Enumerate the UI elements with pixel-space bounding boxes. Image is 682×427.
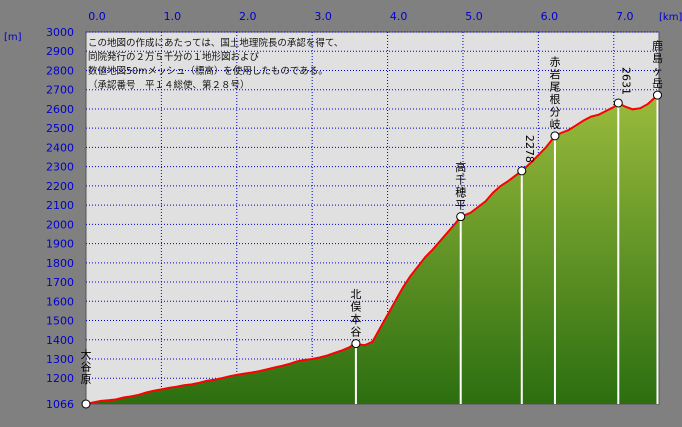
place-label: 鹿島ヶ岳: [652, 39, 663, 90]
y-tick-label: 2800: [46, 64, 74, 77]
y-tick-label: 2700: [46, 84, 74, 97]
y-tick-label: 1500: [46, 315, 74, 328]
place-label: 高千穂平: [455, 160, 466, 212]
y-tick-label: 1700: [46, 276, 74, 289]
elevation-area: [86, 95, 658, 404]
x-axis-tick-labels: 0.0 1.0 2.0 3.0 4.0 5.0 6.0 7.0: [88, 10, 633, 23]
y-tick-label: 1066: [46, 398, 74, 411]
x-tick-label: 2.0: [239, 10, 257, 23]
marker-dot: [550, 131, 560, 141]
place-label: 北俣本谷: [350, 288, 361, 339]
y-tick-label: 1300: [46, 353, 74, 366]
x-tick-label: 4.0: [390, 10, 408, 23]
y-tick-label: 1800: [46, 257, 74, 270]
y-tick-label: 2100: [46, 199, 74, 212]
place-label: 赤岩尾根分岐: [549, 55, 560, 131]
place-label: 2631: [619, 67, 632, 95]
note-line: この地図の作成にあたっては、国土地理院長の承認を得て、: [88, 37, 343, 49]
y-axis-tick-labels: 1066 1200 1300 1400 1500 1600 1700 1800 1900 2000…: [46, 26, 74, 411]
x-tick-label: 3.0: [314, 10, 332, 23]
place-label: 大谷原: [81, 347, 92, 386]
y-tick-label: 2400: [46, 141, 74, 154]
copyright-note: この地図の作成にあたっては、国土地理院長の承認を得て、 同院発行の２万５千分の１…: [88, 37, 343, 91]
y-tick-label: 2900: [46, 45, 74, 58]
y-tick-label: 1400: [46, 334, 74, 347]
y-tick-label: 2200: [46, 180, 74, 193]
y-tick-label: 1600: [46, 295, 74, 308]
note-line: 数値地図50mメッシュ（標高）を使用したものである。: [88, 65, 328, 77]
marker-dot: [456, 212, 466, 222]
marker-dots: [81, 90, 662, 409]
y-axis-unit: [m]: [4, 32, 22, 43]
x-tick-label: 5.0: [465, 10, 483, 23]
y-tick-label: 2600: [46, 103, 74, 116]
x-tick-label: 0.0: [88, 10, 106, 23]
x-tick-label: 1.0: [164, 10, 182, 23]
x-tick-label: 6.0: [541, 10, 559, 23]
marker-dot: [613, 98, 623, 108]
note-line: （承認番号 平１４総使、第２８号）: [88, 79, 250, 91]
x-tick-label: 7.0: [616, 10, 634, 23]
place-label: 2278: [523, 135, 536, 163]
marker-dot: [351, 339, 361, 349]
place-labels: 大谷原 北俣本谷 高千穂平 2278 赤岩尾根分岐 2631 鹿島ヶ岳: [81, 39, 663, 386]
note-line: 同院発行の２万５千分の１地形図および: [88, 51, 260, 63]
y-tick-label: 1200: [46, 372, 74, 385]
y-tick-label: 1900: [46, 238, 74, 251]
elevation-profile-line: [85, 94, 659, 405]
y-tick-label: 2000: [46, 218, 74, 231]
marker-dot: [81, 399, 91, 409]
marker-dot: [517, 166, 527, 176]
y-tick-label: 2500: [46, 122, 74, 135]
marker-dot: [652, 90, 662, 100]
y-tick-label: 2300: [46, 161, 74, 174]
y-tick-label: 3000: [46, 26, 74, 39]
x-axis-unit: [km]: [659, 12, 682, 23]
marker-lines: [354, 95, 659, 404]
